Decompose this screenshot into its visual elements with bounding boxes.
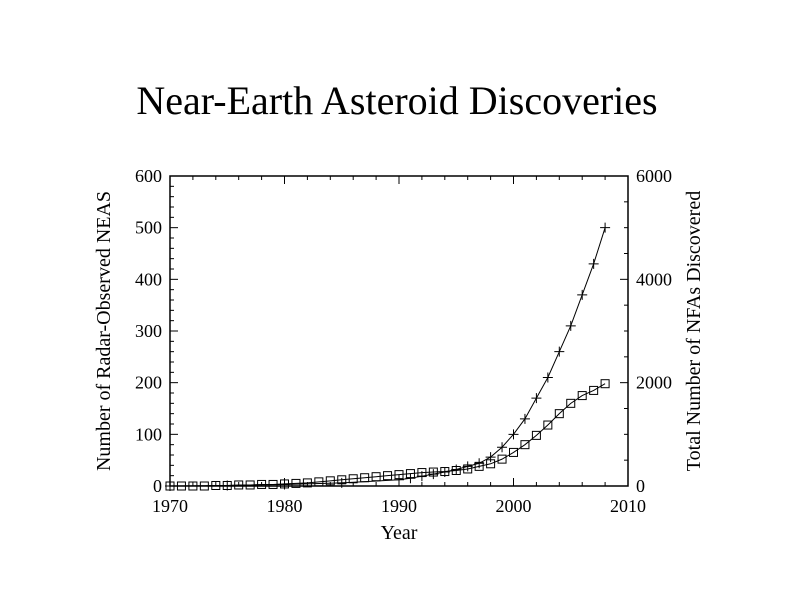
data-point-square [566,398,576,408]
left-y-axis-ticks: 0 100 200 300 400 500 600 [135,166,178,496]
series-2-line [169,227,606,487]
right-y-tick-label: 0 [636,476,645,496]
data-point-square [589,385,599,395]
right-y-tick-label: 4000 [636,269,672,289]
data-point-plus [474,458,485,469]
data-point-plus [279,479,290,490]
series-layer [165,222,611,491]
left-y-tick-label: 500 [135,218,162,238]
chart-title: Near-Earth Asteroid Discoveries [136,78,657,123]
data-point-plus [222,480,233,491]
x-tick-label: 2010 [610,496,646,516]
data-point-square [531,430,541,440]
right-y-tick-label: 2000 [636,373,672,393]
data-point-square [291,478,301,488]
data-point-plus [405,473,416,484]
left-y-tick-label: 100 [135,424,162,444]
x-tick-label: 1990 [381,496,417,516]
x-tick-label: 1980 [267,496,303,516]
left-y-tick-label: 200 [135,373,162,393]
data-point-plus [497,442,508,453]
data-point-plus [462,461,473,472]
data-point-square [520,440,530,450]
data-point-plus [394,474,404,485]
series-1-line [170,383,606,487]
data-point-plus [165,481,175,491]
x-tick-label: 2000 [496,496,532,516]
left-y-axis-label: Number of Radar-Observed NEAS [93,191,115,471]
data-point-plus [577,289,588,300]
series-1 [165,379,610,491]
data-point-plus [428,469,439,480]
data-point-plus [531,393,542,404]
data-point-plus [439,467,450,478]
data-point-plus [588,258,599,269]
data-point-plus [565,320,576,331]
series-2 [165,222,611,491]
plot-frame [169,175,629,487]
right-y-axis-label: Total Number of NFAs Discovered [683,191,705,471]
right-y-tick-label: 6000 [636,166,672,186]
data-point-square [302,478,312,488]
data-point-square [314,477,324,487]
left-y-tick-label: 0 [153,476,162,496]
data-point-plus [416,471,427,482]
data-point-plus [485,452,496,463]
data-point-plus [554,346,565,357]
data-point-square [497,454,507,464]
data-point-square [325,476,335,486]
data-point-plus [508,429,519,440]
data-point-plus [600,222,611,233]
x-axis-ticks: 1970 1980 1990 2000 2010 [152,176,646,516]
data-point-square [577,391,587,401]
x-axis-label: Year [381,522,418,544]
left-y-tick-label: 600 [135,166,162,186]
data-point-plus [542,372,553,383]
data-point-plus [519,413,530,424]
x-tick-label: 1970 [152,496,188,516]
data-point-square [509,447,518,457]
data-point-square [600,379,610,389]
data-point-square [543,420,553,430]
left-y-tick-label: 400 [135,269,162,289]
data-point-plus [336,477,347,488]
left-y-tick-label: 300 [135,321,162,341]
data-point-square [383,471,393,481]
data-point-plus [451,464,462,475]
data-point-square [554,409,564,419]
right-y-axis-ticks: 0 2000 4000 6000 [620,166,672,496]
